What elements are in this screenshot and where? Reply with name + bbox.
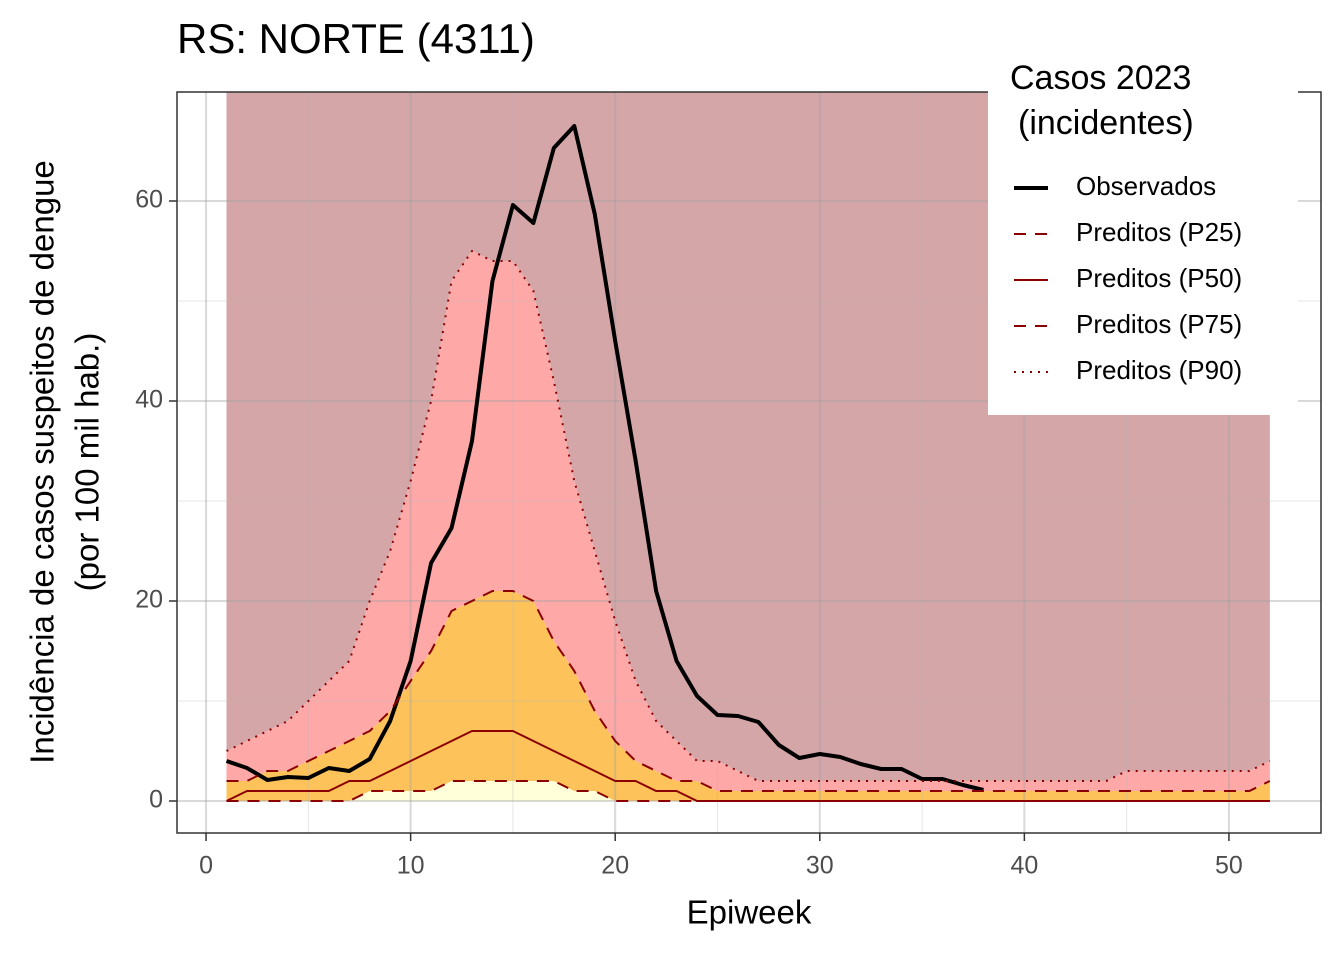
series-line: [226, 250, 1271, 782]
x-tick-label: 10: [397, 852, 425, 880]
x-axis-title: Epiweek: [687, 894, 812, 931]
band-area: [226, 781, 1270, 801]
y-tick-label: 60: [135, 186, 163, 214]
x-tick-label: 20: [601, 852, 629, 880]
legend-box: [988, 58, 1298, 415]
x-tick-label: 30: [806, 852, 834, 880]
legend-label: Observados: [1076, 171, 1216, 201]
x-tick-label: 50: [1215, 852, 1243, 880]
x-tick-label: 40: [1010, 852, 1038, 880]
legend-label: Preditos (P50): [1076, 263, 1242, 293]
y-tick-label: 40: [135, 386, 163, 414]
y-tick-label: 0: [149, 786, 163, 814]
y-axis-title: Incidência de casos suspeitos de dengue …: [24, 160, 106, 764]
legend-label: Preditos (P25): [1076, 217, 1242, 247]
band-area: [226, 591, 1270, 801]
legend: Casos 2023 (incidentes) Observados Preditos…: [988, 58, 1298, 415]
series-line: [225, 124, 984, 792]
legend-title: Casos 2023: [1010, 59, 1191, 97]
plot-border: [176, 91, 1322, 834]
y-tick-label: 20: [135, 586, 163, 614]
band-area: [226, 251, 1270, 791]
y-axis-title-line: (por 100 mil hab.): [69, 333, 106, 592]
y-axis-title-line: Incidência de casos suspeitos de dengue: [24, 160, 61, 764]
legend-label: Preditos (P75): [1076, 309, 1242, 339]
legend-label: Preditos (P90): [1076, 355, 1242, 385]
x-tick-label: 0: [199, 852, 213, 880]
series-line: [226, 590, 1271, 792]
series-line: [226, 730, 1270, 802]
chart-title: RS: NORTE (4311): [177, 15, 535, 62]
legend-title: (incidentes): [1018, 104, 1194, 142]
